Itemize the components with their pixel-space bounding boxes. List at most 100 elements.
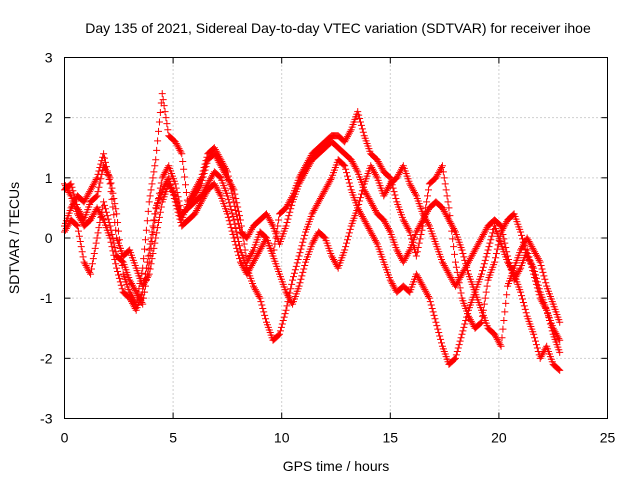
data-point: [115, 274, 123, 282]
data-point: [519, 298, 527, 306]
data-point: [230, 216, 238, 224]
data-point: [149, 222, 157, 230]
data-point: [227, 185, 235, 193]
data-point: [506, 262, 514, 270]
data-point: [141, 245, 149, 253]
data-point: [480, 260, 488, 268]
data-point: [162, 114, 170, 122]
data-point: [492, 249, 500, 257]
data-point: [521, 305, 529, 313]
data-point: [151, 239, 159, 247]
data-point: [296, 249, 304, 257]
data-point: [172, 201, 180, 209]
data-point: [456, 337, 464, 345]
data-point: [295, 282, 303, 290]
data-point: [291, 266, 299, 274]
data-point: [522, 309, 530, 317]
data-point: [75, 232, 83, 240]
data-point: [499, 325, 507, 333]
data-point: [109, 247, 117, 255]
data-point: [175, 212, 183, 220]
data-point: [482, 288, 490, 296]
data-point: [454, 344, 462, 352]
data-point: [139, 300, 147, 308]
data-point: [390, 188, 398, 196]
data-point: [169, 191, 177, 199]
data-point: [353, 166, 361, 174]
data-point: [101, 158, 109, 166]
data-point: [528, 263, 536, 271]
data-point: [392, 194, 400, 202]
data-point: [526, 256, 534, 264]
data-point: [389, 184, 397, 192]
axis-ticks: 0 5 10 15 20 25 -3 -2 -1 0 1 2 3: [40, 50, 615, 446]
data-point: [533, 344, 541, 352]
data-point: [516, 266, 524, 274]
data-point: [435, 329, 443, 337]
data-point: [225, 199, 233, 207]
data-point: [231, 202, 239, 210]
data-point: [299, 268, 307, 276]
data-point: [542, 304, 550, 312]
data-point: [279, 317, 287, 325]
data-point: [222, 166, 230, 174]
data-point: [148, 228, 156, 236]
data-point: [110, 251, 118, 259]
data-point: [297, 245, 305, 253]
data-point: [498, 226, 506, 234]
data-point: [479, 263, 487, 271]
data-point: [276, 330, 284, 338]
data-point: [100, 198, 108, 206]
data-point: [227, 206, 235, 214]
data-point: [283, 219, 291, 227]
data-point: [440, 174, 448, 182]
data-point: [430, 311, 438, 319]
data-point: [108, 195, 116, 203]
data-point: [153, 229, 161, 237]
data-point: [199, 167, 207, 175]
data-point: [462, 317, 470, 325]
data-point: [227, 224, 235, 232]
data-point: [97, 160, 105, 168]
data-point: [201, 160, 209, 168]
data-point: [300, 235, 308, 243]
data-point: [234, 215, 242, 223]
data-point: [154, 224, 162, 232]
x-tick-label: 10: [274, 430, 290, 446]
data-point: [354, 108, 362, 116]
data-point: [148, 180, 156, 188]
data-point: [235, 219, 243, 227]
data-point: [106, 180, 114, 188]
data-point: [256, 294, 264, 302]
data-point: [284, 215, 292, 223]
data-point: [151, 210, 159, 218]
data-point: [491, 258, 499, 266]
data-point: [258, 301, 266, 309]
data-point: [289, 276, 297, 284]
data-point: [485, 243, 493, 251]
data-point: [153, 146, 161, 154]
data-point: [155, 219, 163, 227]
data-point: [486, 239, 494, 247]
data-point: [343, 236, 351, 244]
data-point: [281, 310, 289, 318]
data-point: [424, 186, 432, 194]
data-point: [503, 291, 511, 299]
data-point: [501, 239, 509, 247]
data-point: [443, 192, 451, 200]
data-point: [179, 158, 187, 166]
data-point: [107, 188, 115, 196]
series-trace-4: [61, 162, 564, 344]
data-point: [532, 341, 540, 349]
data-point: [202, 157, 210, 165]
data-point: [234, 233, 242, 241]
data-point: [459, 327, 467, 335]
data-point: [411, 190, 419, 198]
data-point: [344, 176, 352, 184]
data-point: [517, 288, 525, 296]
data-point: [229, 194, 237, 202]
data-point: [198, 170, 206, 178]
data-point: [497, 342, 505, 350]
data-point: [105, 176, 113, 184]
data-point: [428, 304, 436, 312]
